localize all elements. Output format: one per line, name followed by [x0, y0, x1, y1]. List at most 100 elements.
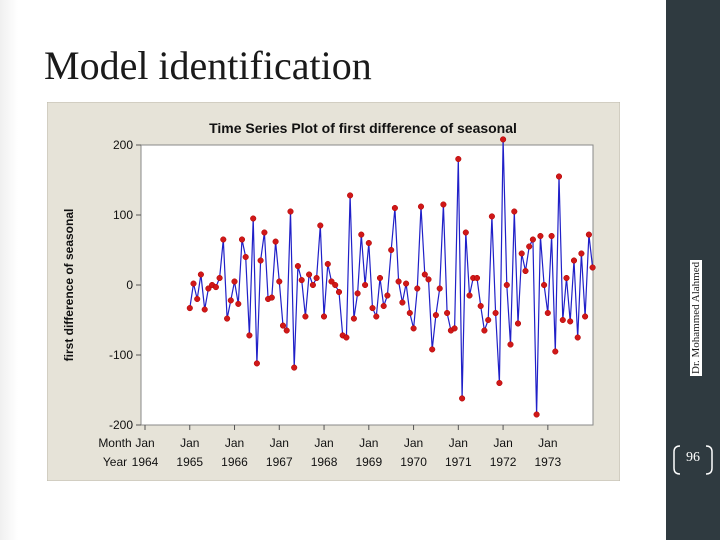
data-point — [216, 274, 223, 282]
data-point — [444, 309, 451, 317]
data-point — [227, 297, 234, 304]
data-point — [544, 309, 551, 317]
data-point — [306, 271, 313, 278]
data-point — [384, 292, 391, 299]
data-point — [503, 281, 510, 289]
data-point — [548, 232, 555, 240]
x-tick-label-year: 1966 — [221, 455, 248, 469]
data-point — [283, 327, 290, 334]
x-tick-label-month: Jan — [404, 436, 423, 450]
data-point — [276, 278, 283, 285]
data-point — [328, 278, 335, 285]
data-point — [511, 208, 518, 215]
data-point — [425, 276, 432, 283]
data-point — [294, 263, 301, 270]
data-point — [212, 284, 219, 291]
data-point — [477, 302, 484, 310]
data-point — [313, 274, 320, 282]
data-point — [585, 231, 592, 238]
data-point — [332, 281, 339, 289]
x-tick-label-month: Jan — [314, 436, 333, 450]
x-tick-label-year: 1972 — [490, 455, 517, 469]
chart-title: Time Series Plot of first difference of … — [209, 120, 517, 136]
data-point — [555, 173, 563, 180]
data-point — [238, 236, 246, 243]
y-tick-label: -200 — [109, 418, 133, 432]
data-point — [485, 316, 492, 324]
data-point — [224, 315, 231, 322]
x-row-label-year: Year — [103, 455, 127, 469]
page-number-brackets — [673, 445, 713, 475]
x-tick-label-year: 1971 — [445, 455, 472, 469]
chart-frame: Time Series Plot of first difference of … — [46, 101, 621, 482]
x-tick-label-year: 1965 — [176, 455, 203, 469]
data-point — [533, 411, 540, 418]
data-point — [395, 278, 402, 285]
x-tick-label-year: 1968 — [311, 455, 338, 469]
y-tick-label: 100 — [113, 208, 133, 222]
data-point — [563, 274, 570, 282]
y-tick-label: 200 — [113, 138, 133, 152]
data-point — [186, 305, 193, 312]
data-point — [473, 274, 481, 282]
data-point — [250, 215, 257, 222]
data-point — [309, 281, 316, 289]
time-series-chart: Time Series Plot of first difference of … — [46, 101, 621, 482]
data-point — [194, 295, 201, 303]
data-point — [421, 271, 428, 278]
x-tick-label-year: 1970 — [400, 455, 427, 469]
data-point — [391, 204, 398, 212]
data-point — [287, 208, 294, 215]
data-point — [242, 253, 249, 261]
data-point — [268, 294, 275, 301]
data-point — [500, 136, 507, 143]
data-point — [369, 305, 376, 312]
data-point — [197, 271, 204, 278]
data-point — [488, 213, 495, 220]
data-point — [350, 315, 357, 322]
y-tick-label: 0 — [126, 278, 133, 292]
data-point — [320, 313, 328, 320]
data-point — [272, 238, 279, 245]
data-point — [380, 302, 387, 310]
x-tick-label-month: Jan — [180, 436, 199, 450]
data-point — [335, 288, 343, 296]
data-point — [522, 267, 529, 275]
x-tick-label-month: Jan — [225, 436, 244, 450]
data-point — [432, 312, 439, 319]
x-row-label-month: Month — [98, 436, 131, 450]
data-point — [365, 239, 372, 247]
data-point — [567, 318, 574, 325]
data-point — [492, 309, 499, 317]
data-point — [261, 229, 268, 236]
x-tick-label-month: Jan — [359, 436, 378, 450]
page-number: 96 — [686, 450, 700, 465]
data-point — [291, 364, 298, 371]
data-point — [429, 346, 436, 353]
data-point — [403, 280, 410, 287]
data-point — [541, 281, 548, 289]
data-point — [201, 306, 208, 313]
data-point — [298, 277, 305, 284]
author-label: Dr. Mohammed Alahmed — [690, 259, 702, 376]
x-tick-label-month: Jan — [449, 436, 468, 450]
data-point — [455, 155, 462, 163]
data-point — [231, 278, 238, 285]
data-point — [257, 257, 264, 264]
data-point — [496, 379, 503, 387]
data-point — [317, 222, 324, 229]
data-point — [358, 231, 365, 238]
data-point — [518, 250, 525, 257]
data-point — [324, 260, 331, 268]
data-point — [410, 325, 417, 332]
x-axis: Jan 1964 Jan 1965 Jan 1966 Jan 1967 Jan 1968 Jan 19… — [132, 425, 562, 469]
left-edge-shadow — [0, 0, 18, 540]
x-tick-label-year: 1969 — [355, 455, 382, 469]
data-point — [399, 299, 406, 306]
data-point — [462, 229, 469, 236]
data-point — [347, 192, 354, 199]
data-point — [373, 313, 380, 320]
x-tick-label-year: 1967 — [266, 455, 293, 469]
data-point — [406, 309, 413, 317]
data-point — [376, 274, 384, 282]
